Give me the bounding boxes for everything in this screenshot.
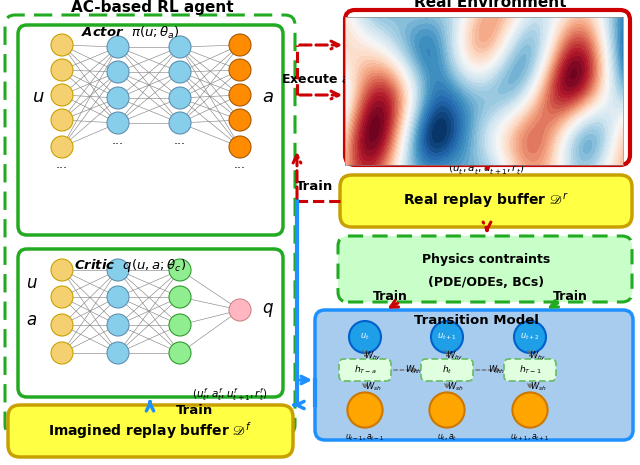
- Circle shape: [229, 34, 251, 56]
- Text: $(u_t^f, a_t^f, u_{t+1}^f, r_t^f)$: $(u_t^f, a_t^f, u_{t+1}^f, r_t^f)$: [192, 386, 268, 404]
- Text: $u_t,a_t$: $u_t,a_t$: [437, 433, 457, 443]
- Circle shape: [513, 392, 548, 428]
- Text: $W_{hy}$: $W_{hy}$: [529, 350, 547, 363]
- Text: ...: ...: [174, 134, 186, 147]
- FancyBboxPatch shape: [8, 405, 293, 457]
- Text: Real replay buffer $\mathscr{D}^r$: Real replay buffer $\mathscr{D}^r$: [403, 192, 569, 211]
- Text: $u$: $u$: [32, 88, 44, 106]
- Circle shape: [107, 61, 129, 83]
- Circle shape: [51, 109, 73, 131]
- Text: Transition Model: Transition Model: [413, 313, 538, 326]
- Text: $W_{hy}$: $W_{hy}$: [364, 350, 382, 363]
- Text: Physics contraints: Physics contraints: [422, 252, 550, 266]
- Text: Critic  $q(u,a;\theta_c)$: Critic $q(u,a;\theta_c)$: [74, 257, 186, 273]
- Circle shape: [229, 84, 251, 106]
- Circle shape: [51, 34, 73, 56]
- Text: ...: ...: [56, 159, 68, 172]
- Circle shape: [51, 342, 73, 364]
- Circle shape: [169, 342, 191, 364]
- Text: Execute $a_t$: Execute $a_t$: [281, 73, 355, 87]
- Circle shape: [107, 112, 129, 134]
- Circle shape: [51, 84, 73, 106]
- Text: $h_{T-a}$: $h_{T-a}$: [354, 364, 376, 376]
- FancyBboxPatch shape: [421, 359, 473, 381]
- Text: $u_t$: $u_t$: [360, 332, 370, 342]
- Text: $q$: $q$: [262, 301, 274, 319]
- Text: Actor  $\pi(u;\theta_a)$: Actor $\pi(u;\theta_a)$: [81, 25, 179, 41]
- Text: Train: Train: [372, 291, 408, 304]
- Circle shape: [514, 321, 546, 353]
- Text: $W_{sh}$: $W_{sh}$: [447, 380, 463, 393]
- Circle shape: [51, 259, 73, 281]
- Circle shape: [51, 136, 73, 158]
- Circle shape: [229, 136, 251, 158]
- FancyBboxPatch shape: [5, 15, 295, 435]
- Circle shape: [229, 299, 251, 321]
- Circle shape: [169, 112, 191, 134]
- Circle shape: [169, 61, 191, 83]
- Text: $W_{sh}$: $W_{sh}$: [530, 380, 547, 393]
- Circle shape: [348, 392, 383, 428]
- Text: $(u_t^r, a_t^r, u_{t+1}^r, r_t^r)$: $(u_t^r, a_t^r, u_{t+1}^r, r_t^r)$: [449, 161, 525, 177]
- Text: ...: ...: [234, 159, 246, 172]
- Circle shape: [431, 321, 463, 353]
- Text: $a$: $a$: [26, 311, 38, 329]
- Circle shape: [429, 392, 465, 428]
- Circle shape: [107, 259, 129, 281]
- FancyBboxPatch shape: [345, 10, 630, 165]
- FancyBboxPatch shape: [338, 236, 632, 302]
- Circle shape: [169, 259, 191, 281]
- Text: $u_{t-1},a_{t-1}$: $u_{t-1},a_{t-1}$: [346, 433, 385, 443]
- Circle shape: [107, 342, 129, 364]
- Text: $W_{hh}$: $W_{hh}$: [488, 364, 505, 376]
- Text: (PDE/ODEs, BCs): (PDE/ODEs, BCs): [428, 277, 544, 290]
- Text: $h_{T-1}$: $h_{T-1}$: [518, 364, 541, 376]
- Text: $h_t$: $h_t$: [442, 364, 452, 376]
- Circle shape: [51, 59, 73, 81]
- FancyBboxPatch shape: [18, 25, 283, 235]
- Circle shape: [51, 314, 73, 336]
- Text: $u_{t+1}$: $u_{t+1}$: [437, 332, 457, 342]
- FancyBboxPatch shape: [340, 175, 632, 227]
- Text: $u$: $u$: [26, 274, 38, 292]
- Text: $W_{hy}$: $W_{hy}$: [446, 350, 464, 363]
- Circle shape: [107, 314, 129, 336]
- Text: $a$: $a$: [262, 88, 274, 106]
- Text: Train: Train: [296, 180, 333, 193]
- Text: Train: Train: [552, 291, 588, 304]
- Circle shape: [107, 36, 129, 58]
- FancyBboxPatch shape: [18, 249, 283, 397]
- FancyBboxPatch shape: [339, 359, 391, 381]
- Text: AC-based RL agent: AC-based RL agent: [70, 0, 234, 15]
- Text: $u_{t+1},a_{t+1}$: $u_{t+1},a_{t+1}$: [510, 433, 550, 443]
- Text: $u_{t+2}$: $u_{t+2}$: [520, 332, 540, 342]
- Text: Real Environment: Real Environment: [413, 0, 566, 11]
- Circle shape: [349, 321, 381, 353]
- Text: Train: Train: [177, 404, 214, 417]
- Circle shape: [229, 109, 251, 131]
- Circle shape: [229, 59, 251, 81]
- Circle shape: [51, 286, 73, 308]
- FancyBboxPatch shape: [315, 310, 633, 440]
- Circle shape: [169, 87, 191, 109]
- Circle shape: [169, 286, 191, 308]
- Circle shape: [107, 87, 129, 109]
- Text: ...: ...: [112, 134, 124, 147]
- Circle shape: [107, 286, 129, 308]
- FancyBboxPatch shape: [504, 359, 556, 381]
- Text: $W_{hh}$: $W_{hh}$: [405, 364, 422, 376]
- Text: Imagined replay buffer $\mathscr{D}^f$: Imagined replay buffer $\mathscr{D}^f$: [48, 420, 252, 441]
- Circle shape: [169, 314, 191, 336]
- Circle shape: [169, 36, 191, 58]
- Text: $W_{sh}$: $W_{sh}$: [365, 380, 381, 393]
